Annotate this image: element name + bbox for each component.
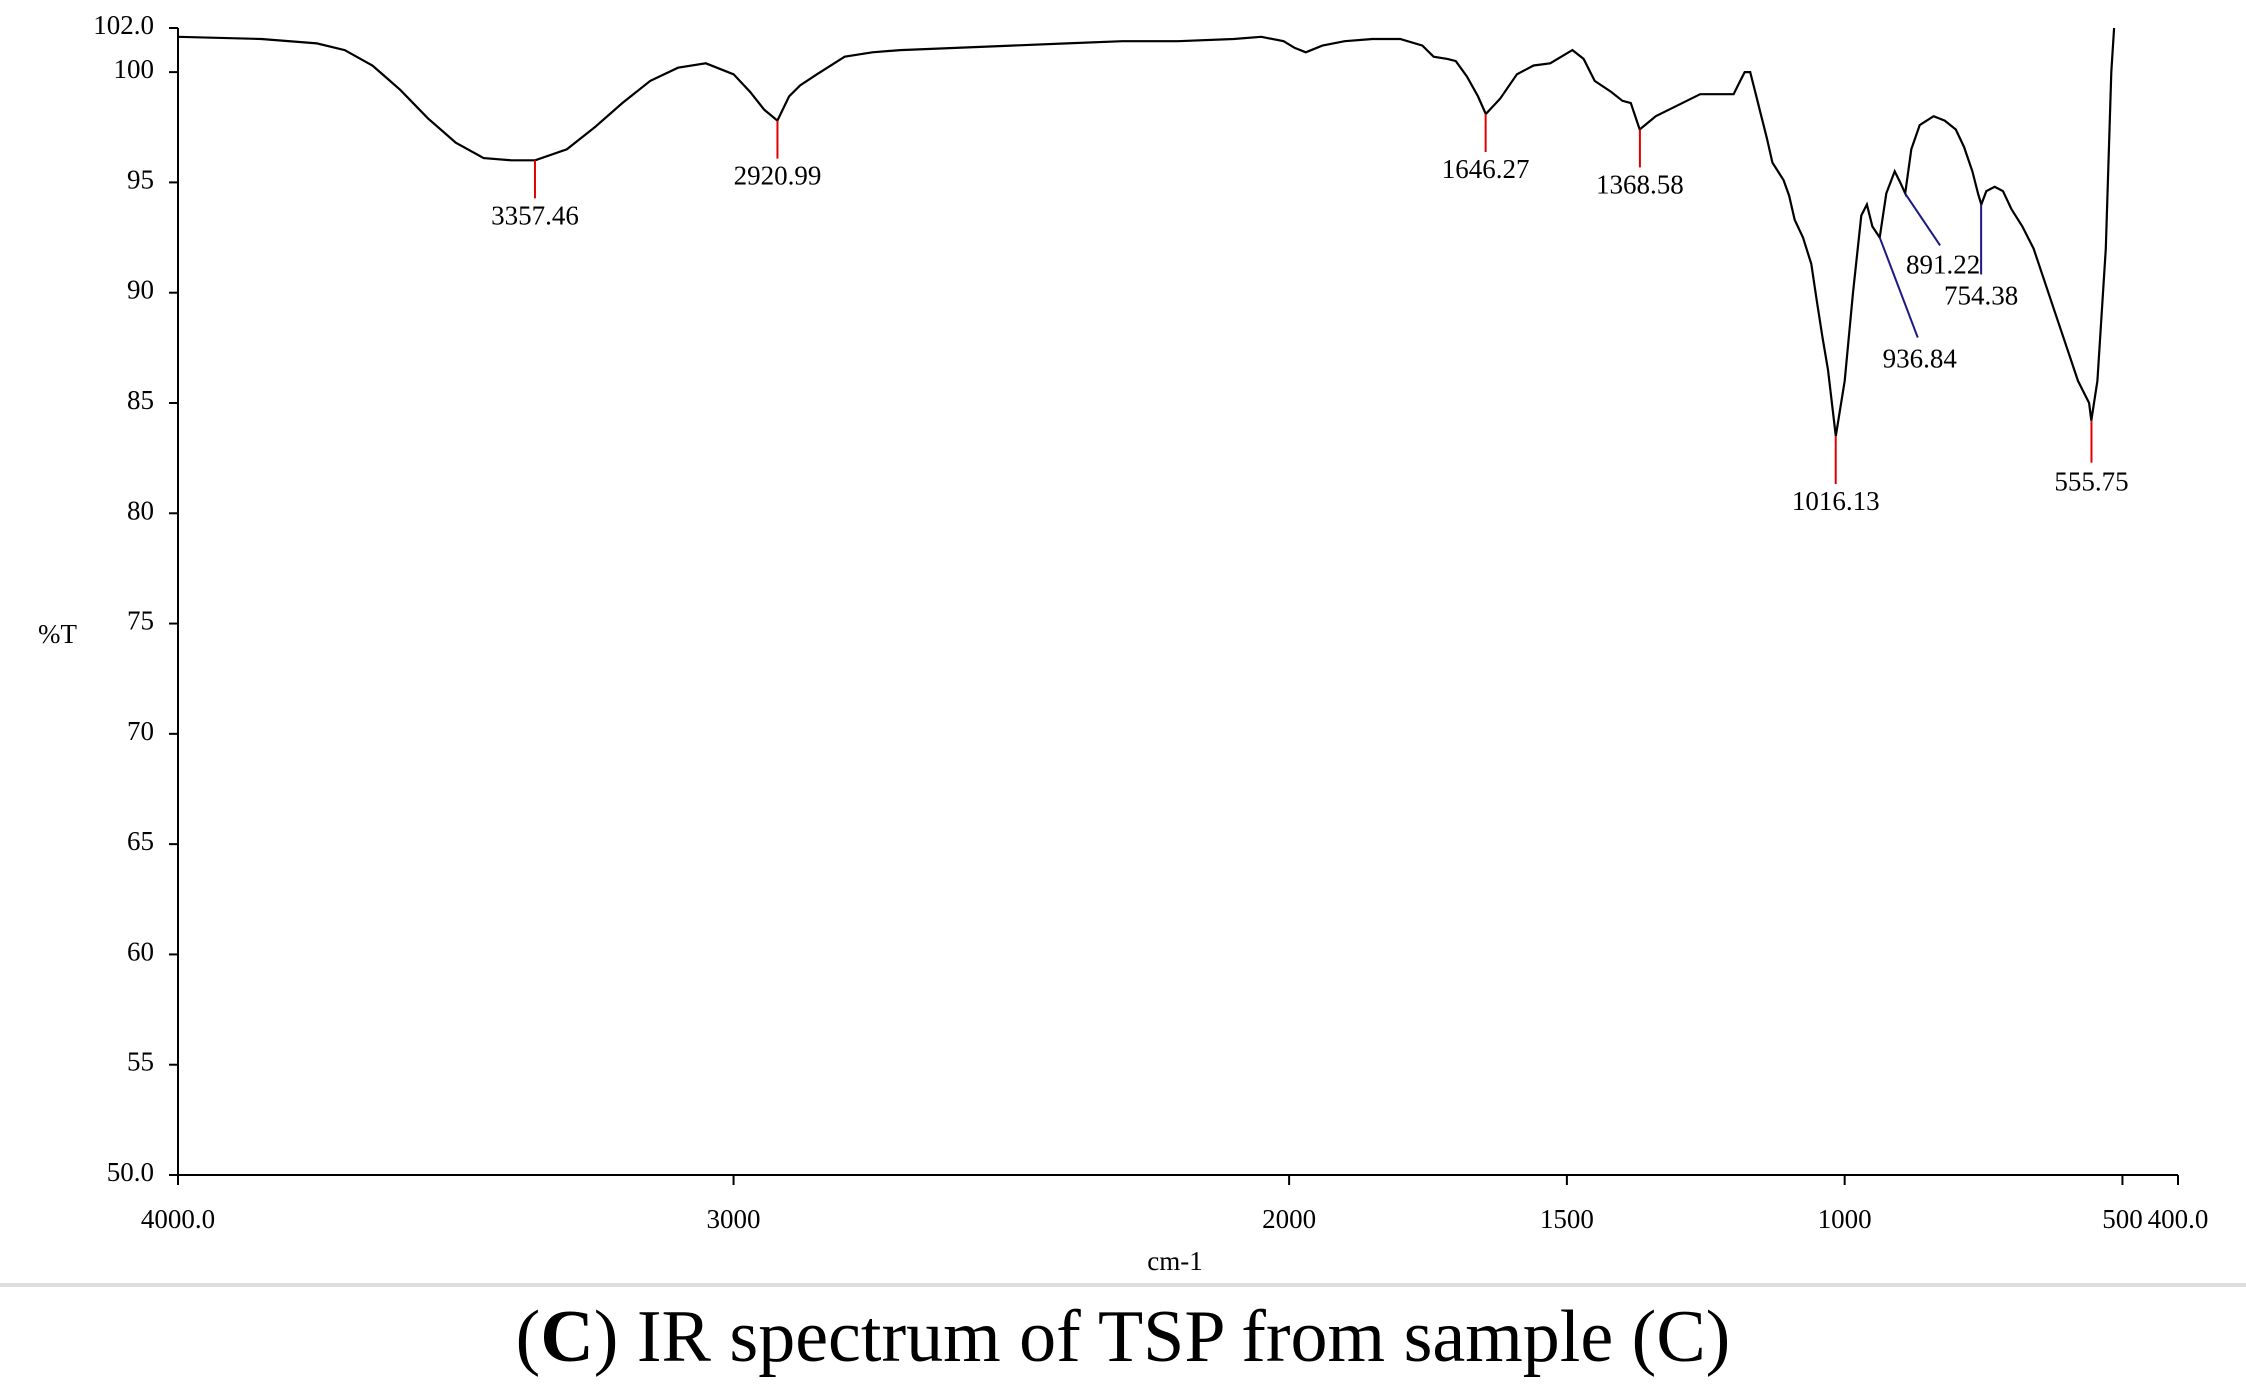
y-tick-label: 100 (114, 54, 155, 84)
y-tick-label: 50.0 (107, 1157, 154, 1187)
caption-letter: C (540, 1296, 594, 1378)
peak-label: 555.75 (2054, 467, 2128, 497)
x-tick-label: 1000 (1818, 1204, 1872, 1234)
x-tick-label: 3000 (707, 1204, 761, 1234)
peak-label: 1368.58 (1596, 169, 1684, 199)
spectrum-line (177, 27, 2116, 437)
y-tick-label: 55 (127, 1047, 154, 1077)
caption-divider (0, 1283, 2246, 1287)
figure-caption: (C) IR spectrum of TSP from sample (C) (0, 1300, 2246, 1374)
x-tick-label: 500 (2102, 1204, 2143, 1234)
caption-open: ( (515, 1296, 541, 1378)
y-tick-label: 60 (127, 936, 154, 966)
peak-label: 891.22 (1906, 249, 1980, 279)
y-axis-ticks: 102.0 100 95 90 85 80 75 70 65 60 55 50.0 (93, 10, 178, 1187)
peak-label: 2920.99 (734, 161, 822, 191)
peak-annotations: 3357.46 2920.99 1646.27 1368.58 1016.13 936.8… (491, 114, 2129, 516)
caption-text: ) IR spectrum of TSP from sample (C) (593, 1296, 1731, 1378)
x-axis-label: cm-1 (1147, 1246, 1202, 1276)
peak-label: 3357.46 (491, 200, 579, 230)
x-axis-ticks: 4000.0 3000 2000 1500 1000 500 400.0 (141, 1175, 2209, 1234)
y-tick-label: 70 (127, 716, 154, 746)
y-tick-label: 75 (127, 606, 154, 636)
y-axis-label: %T (38, 619, 77, 649)
peak-label: 936.84 (1883, 344, 1958, 374)
y-tick-label: 90 (127, 275, 154, 305)
x-tick-label: 400.0 (2148, 1204, 2209, 1234)
y-tick-label: 85 (127, 385, 154, 415)
y-tick-label: 95 (127, 164, 154, 194)
chart-axes (177, 28, 2178, 1176)
x-tick-label: 1500 (1540, 1204, 1594, 1234)
y-tick-label: 65 (127, 826, 154, 856)
peak-label: 1646.27 (1442, 154, 1530, 184)
y-tick-label: 80 (127, 495, 154, 525)
peak-marker (1878, 237, 1919, 338)
x-tick-label: 2000 (1262, 1204, 1316, 1234)
peak-marker (1904, 192, 1941, 246)
y-tick-label: 102.0 (93, 10, 154, 40)
peak-label: 1016.13 (1792, 486, 1880, 516)
peak-label: 754.38 (1944, 280, 2018, 310)
x-tick-label: 4000.0 (141, 1204, 215, 1234)
